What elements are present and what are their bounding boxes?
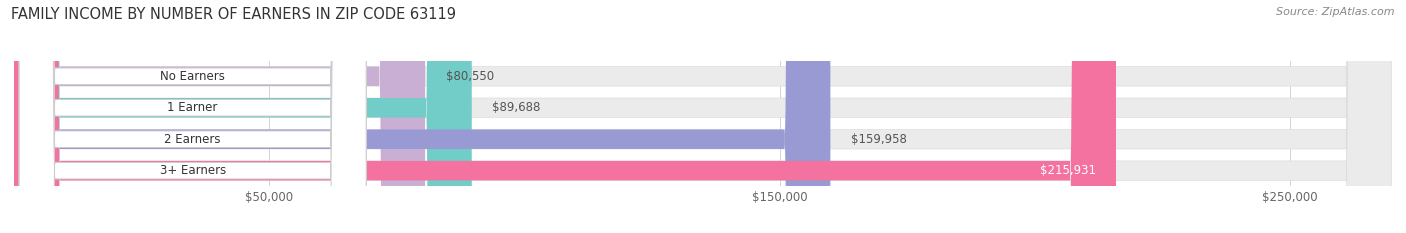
FancyBboxPatch shape	[14, 0, 1392, 233]
FancyBboxPatch shape	[14, 0, 831, 233]
FancyBboxPatch shape	[14, 0, 1116, 233]
Text: No Earners: No Earners	[160, 70, 225, 83]
Text: $215,931: $215,931	[1039, 164, 1095, 177]
Text: $89,688: $89,688	[492, 101, 540, 114]
FancyBboxPatch shape	[14, 0, 1392, 233]
FancyBboxPatch shape	[20, 0, 366, 233]
FancyBboxPatch shape	[20, 0, 366, 233]
Text: $159,958: $159,958	[851, 133, 907, 146]
FancyBboxPatch shape	[14, 0, 425, 233]
FancyBboxPatch shape	[14, 0, 472, 233]
Text: FAMILY INCOME BY NUMBER OF EARNERS IN ZIP CODE 63119: FAMILY INCOME BY NUMBER OF EARNERS IN ZI…	[11, 7, 457, 22]
Text: 1 Earner: 1 Earner	[167, 101, 218, 114]
Text: 3+ Earners: 3+ Earners	[159, 164, 226, 177]
Text: Source: ZipAtlas.com: Source: ZipAtlas.com	[1277, 7, 1395, 17]
FancyBboxPatch shape	[14, 0, 1392, 233]
Text: $80,550: $80,550	[446, 70, 494, 83]
FancyBboxPatch shape	[20, 0, 366, 233]
FancyBboxPatch shape	[20, 0, 366, 233]
FancyBboxPatch shape	[14, 0, 1392, 233]
Text: 2 Earners: 2 Earners	[165, 133, 221, 146]
